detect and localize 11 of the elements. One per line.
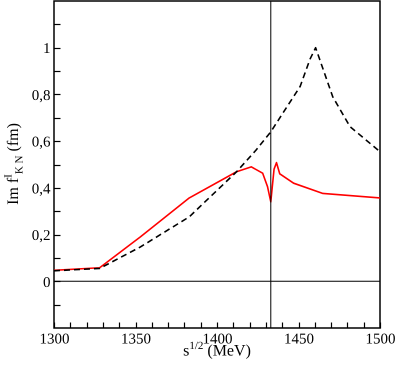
y-tick-label: 1	[43, 41, 50, 58]
y-tick-label: 0	[43, 274, 50, 291]
y-tick-label: 0,4	[32, 181, 51, 198]
y-tick-label: 0,8	[32, 88, 50, 104]
y-tick-label: 0,6	[32, 134, 51, 151]
x-tick-label: 1350	[121, 332, 151, 348]
x-tick-label: 1300	[40, 332, 70, 348]
x-tick-label: 1450	[284, 332, 314, 348]
x-tick-label: 1500	[366, 332, 396, 348]
line-series	[54, 162, 380, 272]
y-tick-label: 0,2	[32, 228, 50, 244]
